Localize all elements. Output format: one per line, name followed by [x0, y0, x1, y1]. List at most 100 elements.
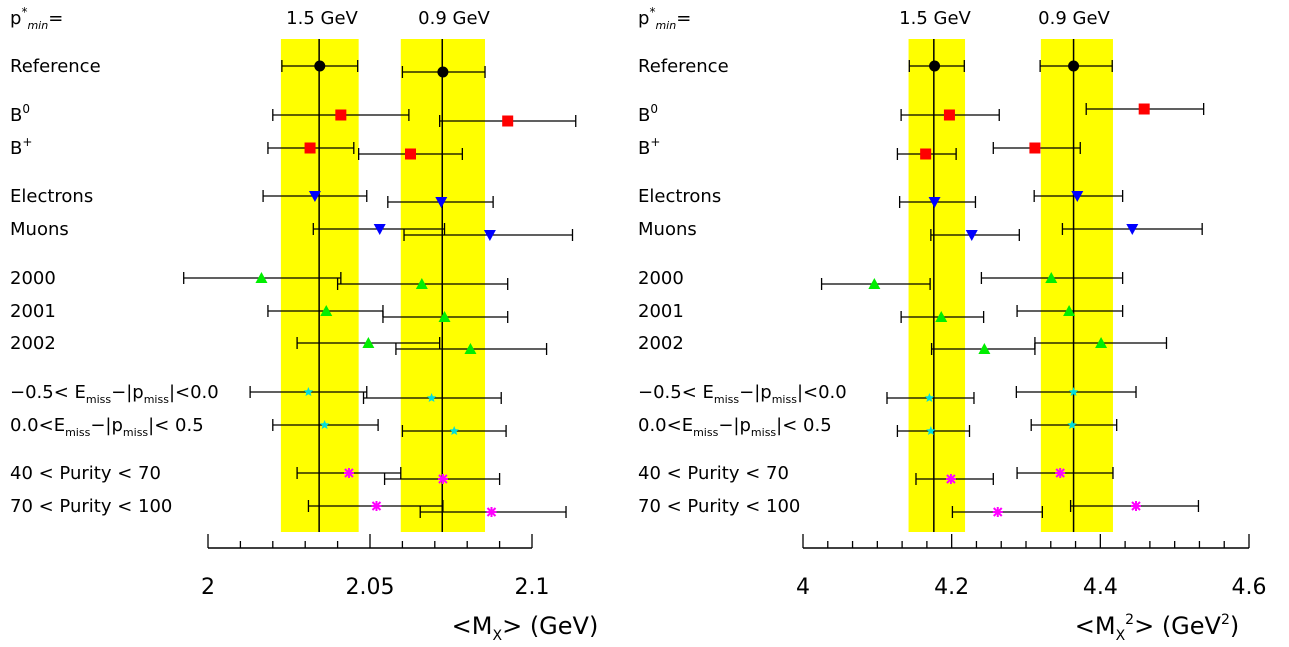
- panel-1: p*min= 1.5 GeV 0.9 GeVReferenceB0B+Electro…: [10, 5, 598, 644]
- data-point: [362, 392, 502, 404]
- row-label: Electrons: [10, 186, 93, 207]
- data-point-marker: [1095, 337, 1108, 348]
- data-point: [1016, 305, 1124, 317]
- x-axis: 2 2.05 2.1: [201, 534, 550, 600]
- column-header-1.5gev: 1.5 GeV: [899, 8, 971, 29]
- row-label: 0.0<Emiss​−|pmiss​|< 0.5: [10, 415, 204, 439]
- data-point: [262, 190, 368, 202]
- data-point-marker: [502, 115, 514, 127]
- data-point-marker: [319, 420, 330, 429]
- header-superscript: *: [649, 5, 655, 19]
- data-point-marker: [1055, 468, 1066, 478]
- asterisk-stroke: [486, 507, 497, 517]
- data-point: [419, 506, 567, 518]
- data-point-marker: [1138, 103, 1150, 115]
- row-label: B+: [10, 135, 32, 159]
- label-subscript: miss: [144, 393, 170, 406]
- header-subscript: min: [27, 19, 48, 32]
- column-header-0.9gev: 0.9 GeV: [1038, 8, 1110, 29]
- data-point: [249, 386, 368, 398]
- x-tick-label: 4.6: [1232, 575, 1267, 600]
- data-point-marker: [1126, 224, 1139, 235]
- data-point-marker: [437, 474, 448, 484]
- data-point: [1039, 60, 1113, 72]
- data-point: [992, 142, 1081, 154]
- data-point-marker: [935, 311, 948, 322]
- label-superscript: +: [22, 135, 32, 149]
- header-equals: =: [48, 8, 63, 29]
- asterisk-stroke: [344, 468, 354, 478]
- data-point: [395, 343, 548, 355]
- row-label: 2002: [10, 333, 56, 354]
- data-point: [1061, 223, 1203, 235]
- data-point: [401, 425, 507, 437]
- data-point: [1033, 190, 1124, 202]
- label-text: −|: [739, 382, 760, 403]
- data-point: [336, 278, 509, 290]
- data-point: [272, 419, 379, 431]
- axis-title-text: <M: [452, 612, 493, 640]
- data-point-marker: [303, 387, 314, 396]
- data-point: [382, 311, 509, 323]
- x-tick-label: 4: [796, 575, 810, 600]
- label-subscript: miss: [86, 393, 112, 406]
- x-tick-label: 2.05: [346, 575, 395, 600]
- axis-title-text: ): [1230, 612, 1239, 640]
- axis-title-subscript: X: [1116, 628, 1126, 644]
- label-subscript: miss: [65, 426, 91, 439]
- data-point-marker: [920, 148, 932, 160]
- data-point-marker: [1131, 501, 1142, 511]
- row-label: 40 < Purity < 70: [638, 463, 789, 484]
- x-tick-label: 4.2: [934, 575, 969, 600]
- x-axis: 4 4.2 4.4 4.6: [796, 534, 1267, 600]
- row-label: 70 < Purity < 100: [638, 496, 800, 517]
- label-text: 0.0<: [10, 415, 54, 436]
- row-label: B0: [10, 102, 30, 126]
- row-label: 0.0<Emiss​−|pmiss​|< 0.5: [638, 415, 832, 439]
- data-point: [296, 467, 402, 479]
- data-point-marker: [335, 109, 347, 121]
- data-point: [900, 109, 1000, 121]
- data-row: Muons: [638, 219, 1203, 241]
- data-point-marker: [426, 393, 437, 402]
- data-row: Reference: [638, 56, 1113, 77]
- row-label: Reference: [10, 56, 101, 77]
- data-point-marker: [929, 60, 941, 72]
- label-text: p: [111, 415, 122, 436]
- axis-title-subscript: X: [492, 628, 502, 644]
- header-p: p: [10, 8, 21, 29]
- data-point: [1030, 419, 1118, 431]
- data-point-marker: [992, 507, 1003, 517]
- data-row: 2002: [638, 333, 1168, 355]
- data-point-marker: [943, 109, 955, 121]
- label-text: |< 0.5: [148, 415, 204, 436]
- data-point: [1069, 500, 1200, 512]
- data-point-marker: [1029, 142, 1041, 154]
- data-point-marker: [868, 278, 881, 289]
- axis-title-superscript: 2: [1221, 612, 1230, 628]
- data-row: Reference: [10, 56, 486, 78]
- data-point-marker: [343, 468, 354, 478]
- x-axis-title: <MX2> (GeV2): [1075, 612, 1240, 644]
- data-point-marker: [1068, 60, 1080, 72]
- label-superscript: 0: [650, 102, 658, 116]
- label-base: B: [638, 105, 650, 126]
- label-subscript: miss: [751, 426, 777, 439]
- label-text: |< 0.5: [776, 415, 832, 436]
- data-point: [930, 229, 1020, 241]
- label-text: E: [703, 382, 714, 403]
- row-label: 2000: [10, 268, 56, 289]
- label-base: B: [10, 138, 22, 159]
- data-point: [281, 60, 359, 72]
- asterisk-stroke: [993, 507, 1003, 517]
- data-row: B0: [10, 102, 577, 127]
- label-text: E: [54, 415, 65, 436]
- data-row: 70 < Purity < 100: [10, 496, 567, 518]
- data-point-marker: [405, 148, 416, 160]
- pmin-header: p*min=: [638, 5, 691, 32]
- label-subscript: miss: [123, 426, 149, 439]
- axis-title-text: > (GeV): [502, 612, 598, 640]
- data-row: 40 < Purity < 70: [638, 463, 1114, 485]
- data-row: Muons: [10, 219, 574, 241]
- asterisk-stroke: [1131, 501, 1141, 511]
